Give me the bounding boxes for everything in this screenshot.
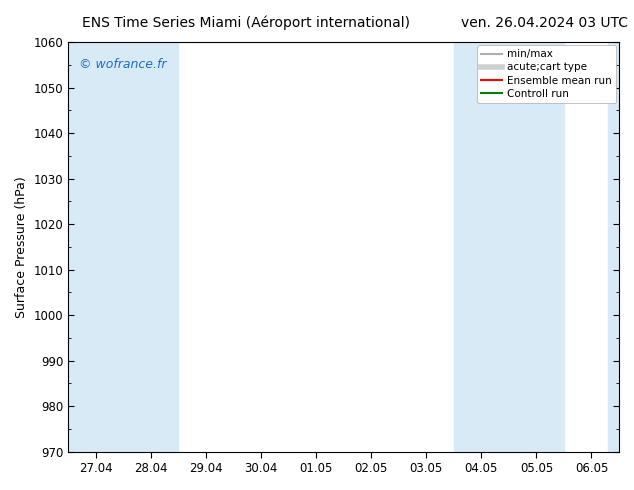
Bar [68, 42, 178, 452]
Text: ENS Time Series Miami (Aéroport international): ENS Time Series Miami (Aéroport internat… [82, 16, 410, 30]
Legend: min/max, acute;cart type, Ensemble mean run, Controll run: min/max, acute;cart type, Ensemble mean … [477, 45, 616, 103]
Bar [454, 42, 564, 452]
Text: © wofrance.fr: © wofrance.fr [79, 58, 167, 72]
Y-axis label: Surface Pressure (hPa): Surface Pressure (hPa) [15, 176, 28, 318]
Bar [608, 42, 619, 452]
Text: ven. 26.04.2024 03 UTC: ven. 26.04.2024 03 UTC [461, 16, 628, 30]
